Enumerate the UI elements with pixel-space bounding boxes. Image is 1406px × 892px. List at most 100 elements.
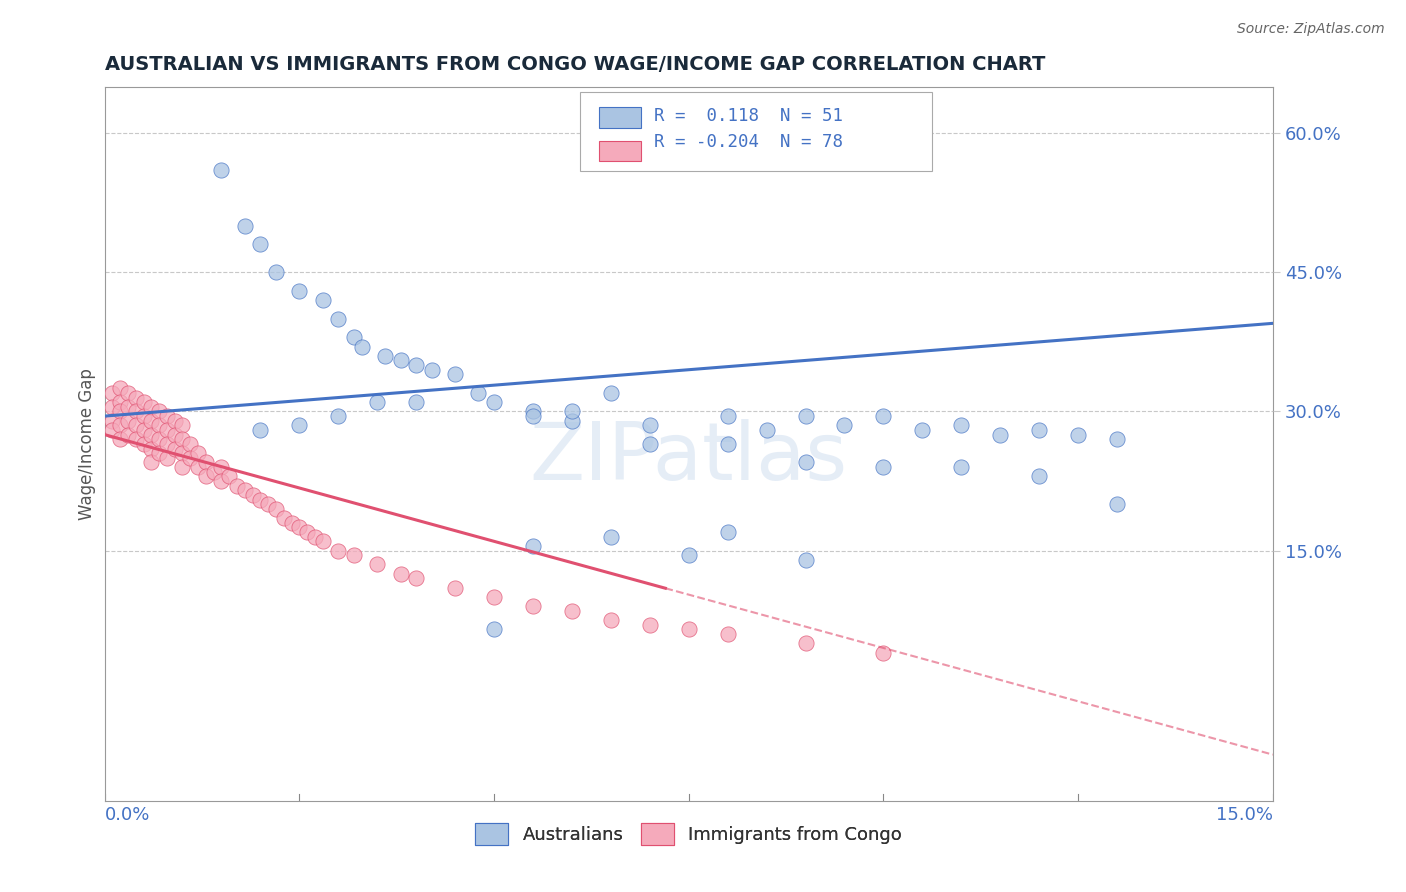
Point [148, 404, 170, 418]
Point [638, 418, 661, 433]
Text: R =  0.118  N = 51: R = 0.118 N = 51 [654, 107, 842, 125]
Point [101, 385, 124, 400]
Point [179, 437, 201, 451]
Point [794, 455, 817, 469]
FancyBboxPatch shape [599, 107, 641, 128]
Point [872, 409, 894, 423]
Point [374, 349, 396, 363]
Point [717, 437, 740, 451]
Point [156, 409, 179, 423]
Point [187, 446, 209, 460]
Point [108, 381, 131, 395]
Point [148, 418, 170, 433]
Point [125, 432, 148, 446]
Point [288, 284, 311, 298]
Point [1107, 497, 1129, 511]
Point [156, 450, 179, 465]
Point [264, 265, 287, 279]
FancyBboxPatch shape [599, 141, 641, 161]
Point [522, 404, 544, 418]
Point [872, 460, 894, 475]
FancyBboxPatch shape [581, 92, 932, 171]
Point [280, 516, 302, 530]
Point [328, 409, 350, 423]
Point [599, 613, 621, 627]
Point [678, 548, 700, 562]
Point [108, 418, 131, 433]
Y-axis label: Wage/Income Gap: Wage/Income Gap [79, 368, 96, 520]
Point [141, 414, 163, 428]
Point [343, 330, 366, 344]
Point [1028, 469, 1050, 483]
Point [179, 450, 201, 465]
Point [328, 311, 350, 326]
Point [794, 636, 817, 650]
Point [561, 404, 583, 418]
Point [522, 539, 544, 553]
Point [108, 404, 131, 418]
Point [522, 599, 544, 614]
Point [678, 623, 700, 637]
Text: 15.0%: 15.0% [1216, 805, 1272, 823]
Point [755, 423, 778, 437]
Point [141, 442, 163, 456]
Point [148, 446, 170, 460]
Point [218, 469, 240, 483]
Point [482, 590, 505, 604]
Point [988, 427, 1011, 442]
Point [328, 543, 350, 558]
Point [242, 488, 264, 502]
Point [911, 423, 934, 437]
Point [101, 400, 124, 414]
Point [125, 404, 148, 418]
Point [249, 492, 271, 507]
Point [343, 548, 366, 562]
Point [950, 418, 973, 433]
Point [101, 414, 124, 428]
Point [172, 460, 194, 475]
Point [599, 385, 621, 400]
Point [257, 497, 280, 511]
Text: AUSTRALIAN VS IMMIGRANTS FROM CONGO WAGE/INCOME GAP CORRELATION CHART: AUSTRALIAN VS IMMIGRANTS FROM CONGO WAGE… [104, 55, 1045, 74]
Point [172, 418, 194, 433]
Point [717, 524, 740, 539]
Point [794, 553, 817, 567]
Point [172, 432, 194, 446]
Point [117, 400, 139, 414]
Point [132, 409, 155, 423]
Point [101, 423, 124, 437]
Text: Source: ZipAtlas.com: Source: ZipAtlas.com [1237, 22, 1385, 37]
Text: R = -0.204  N = 78: R = -0.204 N = 78 [654, 133, 842, 151]
Point [1107, 432, 1129, 446]
Point [156, 423, 179, 437]
Point [273, 511, 295, 525]
Point [148, 432, 170, 446]
Point [444, 368, 467, 382]
Point [350, 339, 373, 353]
Point [249, 423, 271, 437]
Point [312, 293, 335, 307]
Point [209, 460, 232, 475]
Point [366, 395, 388, 409]
Point [132, 437, 155, 451]
Point [194, 469, 217, 483]
Point [717, 409, 740, 423]
Point [444, 581, 467, 595]
Point [420, 362, 443, 376]
Point [288, 520, 311, 534]
Point [209, 474, 232, 488]
Point [312, 534, 335, 549]
Point [405, 571, 427, 585]
Point [108, 395, 131, 409]
Point [467, 385, 489, 400]
Point [117, 427, 139, 442]
Point [561, 604, 583, 618]
Point [304, 530, 326, 544]
Point [405, 395, 427, 409]
Point [482, 623, 505, 637]
Text: ZIPatlas: ZIPatlas [530, 419, 848, 497]
Point [950, 460, 973, 475]
Point [872, 646, 894, 660]
Point [163, 442, 186, 456]
Point [172, 446, 194, 460]
